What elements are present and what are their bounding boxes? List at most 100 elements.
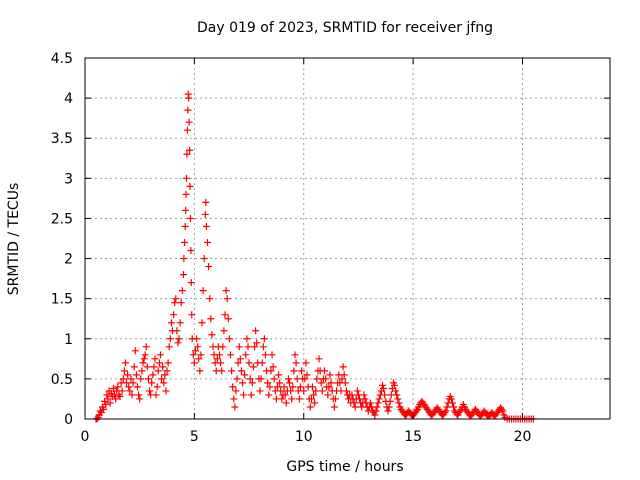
data-point [132,371,140,379]
data-point [162,387,170,395]
data-point [130,363,138,371]
y-tick-label: 4 [64,91,73,107]
data-point [172,295,180,303]
data-point [412,407,420,415]
data-point [225,335,233,343]
data-point [289,383,297,391]
y-tick-label: 0 [64,412,73,428]
data-point [341,379,349,387]
data-point [177,299,185,307]
data-point [195,355,203,363]
data-point [170,311,178,319]
data-point [339,363,347,371]
data-point [199,287,207,295]
data-point [248,379,256,387]
data-point [137,375,145,383]
data-point [307,395,315,403]
data-point [176,319,184,327]
y-tick-label: 3.5 [51,131,73,147]
data-point [155,359,163,367]
data-point [232,387,240,395]
data-point [360,391,368,399]
data-point [135,391,143,399]
data-point [136,395,144,403]
data-point [116,393,124,401]
data-point [200,255,208,263]
data-point [224,315,232,323]
data-point [351,403,359,411]
data-point [310,391,318,399]
data-point [326,371,334,379]
data-point [498,405,506,413]
y-tick-label: 3 [64,171,73,187]
data-point [152,391,160,399]
data-point [296,383,304,391]
data-point [183,150,191,158]
data-point [306,403,314,411]
data-series [92,90,537,423]
data-point [124,371,132,379]
y-axis-label: SRMTID / TECUs [6,183,22,296]
data-point [249,363,257,371]
data-point [286,379,294,387]
data-point [386,397,394,405]
data-point [327,379,335,387]
data-point [372,407,380,415]
data-point [253,339,261,347]
data-point [499,407,507,415]
y-tick-label: 1.5 [51,292,73,308]
data-point [201,210,209,218]
data-point [234,359,242,367]
y-tick-label: 4.5 [51,51,73,67]
data-point [342,387,350,395]
data-point [141,351,149,359]
data-point [239,379,246,387]
data-point [128,391,136,399]
data-point [252,327,260,335]
data-point [295,395,303,403]
data-point [228,367,236,375]
data-point [269,363,277,371]
data-point [456,407,464,415]
data-point [165,343,173,351]
data-point [158,375,166,383]
data-point [288,395,296,403]
data-point [154,367,162,375]
data-point [96,407,104,415]
data-point [160,379,168,387]
data-point [134,383,141,391]
data-point [189,351,197,359]
data-point [182,206,190,214]
data-point [258,359,266,367]
data-point [159,363,167,371]
data-point [301,375,309,383]
data-point [380,385,388,393]
data-point [298,367,306,375]
data-point [186,214,194,222]
data-point [315,355,323,363]
data-point [114,383,122,391]
data-point [276,379,284,387]
data-point [373,403,381,411]
data-point [191,347,199,355]
data-point [313,375,321,383]
data-point [207,315,215,323]
data-point [394,395,402,403]
data-point [102,401,110,409]
data-point [204,239,211,247]
data-point [230,395,238,403]
data-point [184,106,192,114]
data-point [270,375,278,383]
data-point [244,343,252,351]
data-point [181,239,189,247]
data-point [246,375,254,383]
data-point [260,335,268,343]
data-point [324,391,332,399]
data-point [194,343,202,351]
data-point [303,371,311,379]
data-point [182,190,190,198]
data-point [256,387,264,395]
data-point [325,383,333,391]
data-point [219,343,227,351]
